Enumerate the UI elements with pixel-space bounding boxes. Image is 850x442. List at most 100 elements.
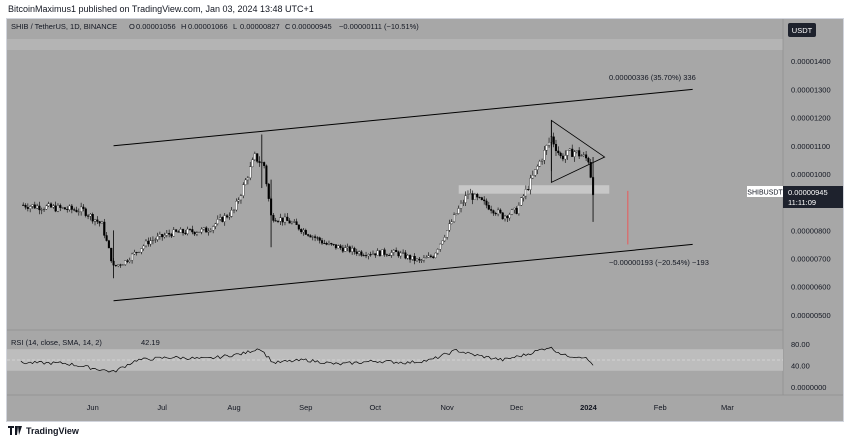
- footer: TradingView: [0, 422, 850, 442]
- candle-body: [568, 148, 571, 151]
- candle-body: [84, 208, 87, 216]
- rsi-pane[interactable]: [7, 346, 783, 373]
- candle-body: [351, 247, 354, 252]
- candle-body: [242, 184, 245, 196]
- price-axis[interactable]: [783, 19, 843, 421]
- tradingview-logo[interactable]: TradingView: [8, 426, 79, 436]
- y-tick-2: 0.00001200: [791, 114, 831, 123]
- candle-body: [163, 235, 166, 238]
- lower-measure-label: −0.00000193 (−20.54%) −193: [609, 258, 709, 267]
- x-tick-4: Oct: [369, 403, 382, 412]
- candle-body: [212, 226, 215, 231]
- candle-body: [418, 258, 421, 261]
- candle-body: [476, 194, 479, 198]
- candle-body: [531, 175, 534, 179]
- candle-body: [517, 205, 520, 214]
- candle-body: [263, 162, 266, 166]
- candle-body: [117, 264, 120, 267]
- ohlc-value-c: 0.00000945: [292, 22, 332, 31]
- candle-body: [478, 196, 481, 198]
- candle-body: [29, 206, 32, 209]
- candle-body: [487, 205, 490, 210]
- price-chart[interactable]: SHIB / TetherUS, 1D, BINANCE O 0.00001056…: [7, 19, 843, 421]
- candle-body: [585, 154, 588, 159]
- candle-body: [56, 205, 60, 212]
- candle-body: [293, 221, 296, 223]
- candle-body: [439, 243, 442, 250]
- candle-body: [256, 153, 259, 162]
- ohlc-key-o: O: [129, 22, 135, 31]
- ohlc-value-h: 0.00001066: [188, 22, 228, 31]
- ohlc-key-h: H: [181, 22, 186, 31]
- ohlc-values: O 0.00001056 H 0.00001066 L 0.00000827 C 0.0000…: [129, 22, 332, 31]
- candle-body: [230, 209, 233, 217]
- candle-body: [142, 245, 145, 249]
- candle-body: [232, 209, 236, 211]
- candle-body: [515, 207, 518, 214]
- candle-body: [124, 260, 127, 265]
- candle-body: [325, 243, 328, 245]
- ohlc-key-l: L: [233, 22, 237, 31]
- candle-body: [100, 221, 104, 224]
- candle-body: [195, 232, 198, 235]
- currency-badge[interactable]: [788, 23, 816, 37]
- candle-body: [133, 251, 136, 255]
- x-tick-1: Jul: [157, 403, 167, 412]
- candle-body: [246, 177, 249, 181]
- candle-body: [168, 233, 171, 235]
- candle-body: [554, 144, 558, 152]
- candle-body: [38, 205, 41, 211]
- candle-body: [390, 252, 393, 256]
- candle-body: [61, 207, 64, 209]
- candle-body: [406, 255, 409, 259]
- candle-body: [137, 251, 141, 253]
- candle-body: [96, 219, 99, 222]
- candle-body: [107, 240, 110, 249]
- x-tick-0: Jun: [87, 403, 99, 412]
- candle-body: [483, 199, 486, 202]
- candle-body: [22, 204, 25, 206]
- candle-body: [552, 136, 555, 145]
- candle-body: [547, 142, 551, 146]
- candle-body: [364, 255, 368, 257]
- candle-body: [283, 216, 287, 223]
- chart-frame[interactable]: SHIB / TetherUS, 1D, BINANCE O 0.00001056…: [6, 18, 844, 422]
- candle-body: [455, 213, 458, 215]
- candle-body: [26, 207, 29, 209]
- candle-body: [508, 214, 511, 219]
- rsi-tick-0: 80.00: [791, 340, 810, 349]
- candle-body: [339, 245, 342, 248]
- candle-body: [170, 234, 173, 237]
- x-tick-8: Feb: [654, 403, 667, 412]
- triangle-layer: [550, 119, 606, 184]
- y-tick-7: 0.00000600: [791, 283, 831, 292]
- candle-body: [415, 258, 419, 261]
- candle-body: [469, 193, 472, 195]
- candle-body: [462, 202, 465, 204]
- candle-body: [314, 236, 317, 238]
- tradingview-logo-icon: [8, 426, 22, 435]
- candle-body: [75, 209, 78, 213]
- x-tick-5: Nov: [440, 403, 454, 412]
- candle-body: [304, 229, 307, 235]
- candle-body: [82, 206, 85, 209]
- candle-body: [73, 209, 76, 211]
- candle-body: [77, 211, 80, 213]
- candle-body: [392, 250, 395, 253]
- candle-body: [131, 253, 134, 261]
- candle-body: [89, 214, 92, 217]
- candle-body: [297, 224, 300, 230]
- rsi-tick-labels: 80.00 40.00 0.0000000: [791, 340, 826, 392]
- candle-body: [448, 223, 451, 231]
- candle-body: [494, 212, 497, 215]
- candle-body: [543, 150, 546, 161]
- candle-body: [367, 254, 370, 257]
- candle-body: [485, 200, 488, 206]
- candle-body: [165, 233, 168, 236]
- candle-body: [371, 253, 375, 255]
- candle-body: [175, 229, 178, 232]
- candle-body: [43, 209, 46, 211]
- candle-body: [434, 252, 437, 258]
- candle-body: [114, 264, 117, 267]
- candle-body: [441, 240, 444, 245]
